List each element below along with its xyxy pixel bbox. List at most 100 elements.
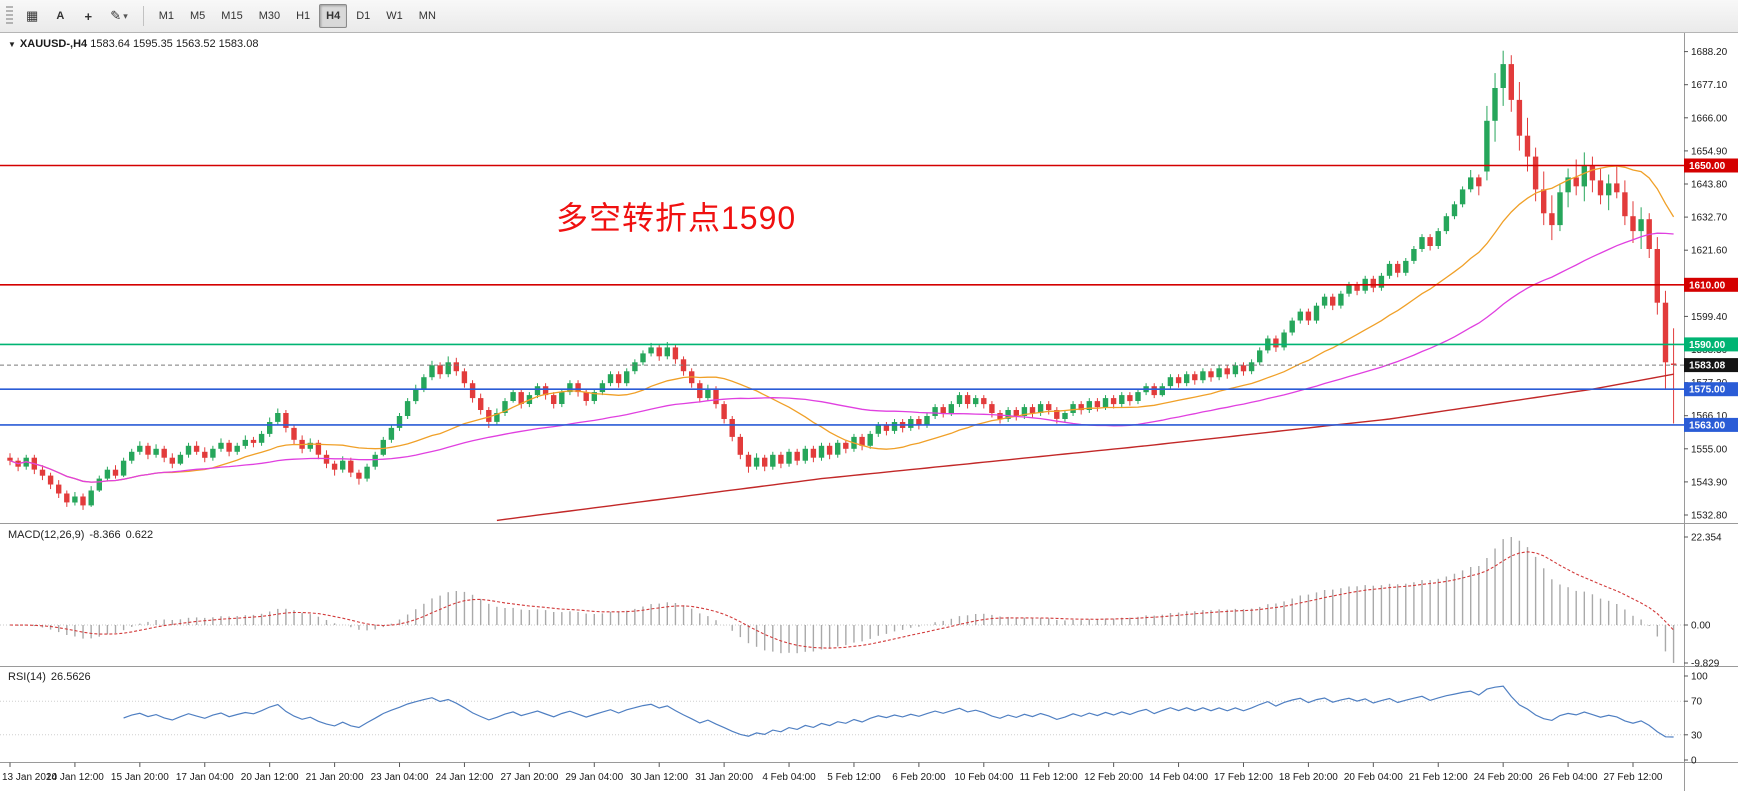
price-badge-label: 1583.08 [1689, 361, 1726, 372]
toolbar-grip[interactable] [6, 6, 13, 26]
chart-ohlc-values: 1583.64 1595.35 1563.52 1583.08 [90, 38, 259, 50]
price-badge [1684, 277, 1738, 292]
time-axis-label[interactable]: 24 Jan 12:00 [436, 772, 494, 783]
timeframe-mn[interactable]: MN [412, 4, 443, 28]
price-badge-label: 1575.00 [1689, 385, 1726, 396]
price-axis-label[interactable]: 1643.80 [1691, 179, 1728, 190]
rsi-axis-label: 30 [1691, 730, 1703, 741]
price-axis-label[interactable]: 1632.70 [1691, 213, 1728, 224]
macd-axis-label: 0.00 [1691, 621, 1711, 632]
time-axis-label[interactable]: 11 Feb 12:00 [1020, 772, 1079, 783]
ma-long-line [496, 373, 1674, 522]
timeframe-w1[interactable]: W1 [379, 4, 410, 28]
timeframe-m5[interactable]: M5 [183, 4, 212, 28]
macd-signal-value: 0.622 [125, 529, 154, 541]
rsi-value: 26.5626 [50, 671, 91, 683]
price-badge [1684, 417, 1738, 432]
price-axis-label[interactable]: 1677.10 [1691, 80, 1728, 91]
time-axis-label[interactable]: 18 Feb 20:00 [1279, 772, 1338, 783]
price-axis-label[interactable]: 1599.40 [1691, 312, 1728, 323]
timeframe-m1[interactable]: M1 [152, 4, 181, 28]
price-axis-label[interactable]: 1543.90 [1691, 477, 1728, 488]
price-badge-label: 1610.00 [1689, 280, 1726, 291]
macd-name: MACD(12,26,9) [8, 529, 85, 541]
price-axis-label[interactable]: 1621.60 [1691, 246, 1728, 257]
time-axis-label[interactable]: 27 Jan 20:00 [500, 772, 558, 783]
time-axis-label[interactable]: 15 Jan 20:00 [111, 772, 169, 783]
time-axis-label[interactable]: 21 Feb 12:00 [1409, 772, 1468, 783]
time-axis-label[interactable]: 20 Jan 12:00 [241, 772, 299, 783]
time-axis-label[interactable]: 13 Jan 2020 [2, 772, 57, 783]
macd-signal-line [9, 551, 1674, 649]
price-badge-label: 1650.00 [1689, 161, 1726, 172]
macd-label: MACD(12,26,9) -8.366 0.622 [8, 529, 158, 541]
time-axis-label[interactable]: 21 Jan 20:00 [306, 772, 364, 783]
rsi-axis-label: 70 [1691, 697, 1703, 708]
price-axis-label[interactable]: 1688.20 [1691, 47, 1728, 58]
ma-fast-line [9, 165, 1675, 483]
time-axis-label[interactable]: 31 Jan 20:00 [695, 772, 753, 783]
time-axis-label[interactable]: 12 Feb 20:00 [1084, 772, 1143, 783]
grid-icon[interactable]: ▦ [19, 4, 45, 28]
price-badge [1684, 382, 1738, 397]
crosshair-icon[interactable]: + [75, 4, 101, 28]
rsi-line [123, 685, 1674, 738]
time-axis-label[interactable]: 29 Jan 04:00 [565, 772, 623, 783]
rsi-panel[interactable] [0, 685, 1684, 738]
price-badge [1684, 337, 1738, 352]
time-axis-label[interactable]: 27 Feb 12:00 [1604, 772, 1663, 783]
grid-glyph: ▦ [26, 8, 39, 23]
timeframe-m15[interactable]: M15 [214, 4, 249, 28]
draw-tools-dropdown[interactable]: ✎ ▾ [103, 4, 134, 28]
price-badge-label: 1563.00 [1689, 420, 1726, 431]
macd-histogram [17, 537, 1675, 663]
macd-axis-label: 22.354 [1691, 533, 1722, 544]
time-axis-label[interactable]: 14 Jan 12:00 [46, 772, 104, 783]
price-axis-label[interactable]: 1654.90 [1691, 146, 1728, 157]
time-axis-label[interactable]: 17 Jan 04:00 [176, 772, 234, 783]
time-axis-label[interactable]: 20 Feb 04:00 [1344, 772, 1403, 783]
timeframe-h1[interactable]: H1 [289, 4, 317, 28]
chart-title: ▼ XAUUSD-,H4 1583.64 1595.35 1563.52 1583… [8, 38, 258, 50]
price-axis-label[interactable]: 1532.80 [1691, 511, 1728, 522]
price-panel[interactable] [7, 50, 1677, 522]
price-badge [1684, 358, 1738, 373]
time-axis-label[interactable]: 6 Feb 20:00 [892, 772, 946, 783]
price-badge [1684, 158, 1738, 173]
candles [7, 50, 1677, 510]
time-axis-label[interactable]: 14 Feb 04:00 [1149, 772, 1208, 783]
chart-symbol-period: XAUUSD-,H4 [19, 38, 88, 50]
timeframe-d1[interactable]: D1 [349, 4, 377, 28]
price-axis-label[interactable]: 1566.10 [1691, 411, 1728, 422]
toolbar-separator [142, 6, 144, 26]
oneclick-dropdown-icon[interactable]: ▼ [8, 40, 16, 49]
macd-panel[interactable] [0, 537, 1684, 663]
time-axis-label[interactable]: 4 Feb 04:00 [762, 772, 816, 783]
time-axis-label[interactable]: 10 Feb 04:00 [954, 772, 1013, 783]
time-axis-label[interactable]: 5 Feb 12:00 [827, 772, 881, 783]
time-axis-label[interactable]: 24 Feb 20:00 [1474, 772, 1533, 783]
time-axis-label[interactable]: 30 Jan 12:00 [630, 772, 688, 783]
pencil-icon: ✎ [110, 8, 122, 23]
macd-main-value: -8.366 [89, 529, 121, 541]
time-axis-label[interactable]: 17 Feb 12:00 [1214, 772, 1273, 783]
price-axis-label[interactable]: 1666.00 [1691, 113, 1728, 124]
timeframe-m30[interactable]: M30 [252, 4, 287, 28]
text-tool-button[interactable]: A [47, 4, 73, 28]
rsi-name: RSI(14) [8, 671, 46, 683]
rsi-axis-label: 0 [1691, 756, 1697, 767]
time-axis-label[interactable]: 23 Jan 04:00 [371, 772, 429, 783]
macd-axis-label: -9.829 [1691, 659, 1720, 670]
chart-canvas[interactable]: 1688.20 1677.10 1666.00 1654.90 1643.80 1632.… [0, 33, 1738, 791]
crosshair-glyph: + [84, 8, 93, 24]
chart-annotation[interactable]: 多空转折点1590 [556, 200, 797, 236]
ma-slow-line [9, 232, 1674, 483]
chevron-down-icon: ▾ [123, 10, 128, 21]
rsi-axis-label: 100 [1691, 672, 1708, 683]
timeframe-h4[interactable]: H4 [319, 4, 348, 28]
time-axis-label[interactable]: 26 Feb 04:00 [1539, 772, 1598, 783]
toolbar: ▦ A + ✎ ▾ M1 M5 M15 M30 H1 H4 D1 W1 MN [0, 0, 1738, 33]
price-axis-label[interactable]: 1555.00 [1691, 444, 1728, 455]
price-badge-label: 1590.00 [1689, 340, 1726, 351]
